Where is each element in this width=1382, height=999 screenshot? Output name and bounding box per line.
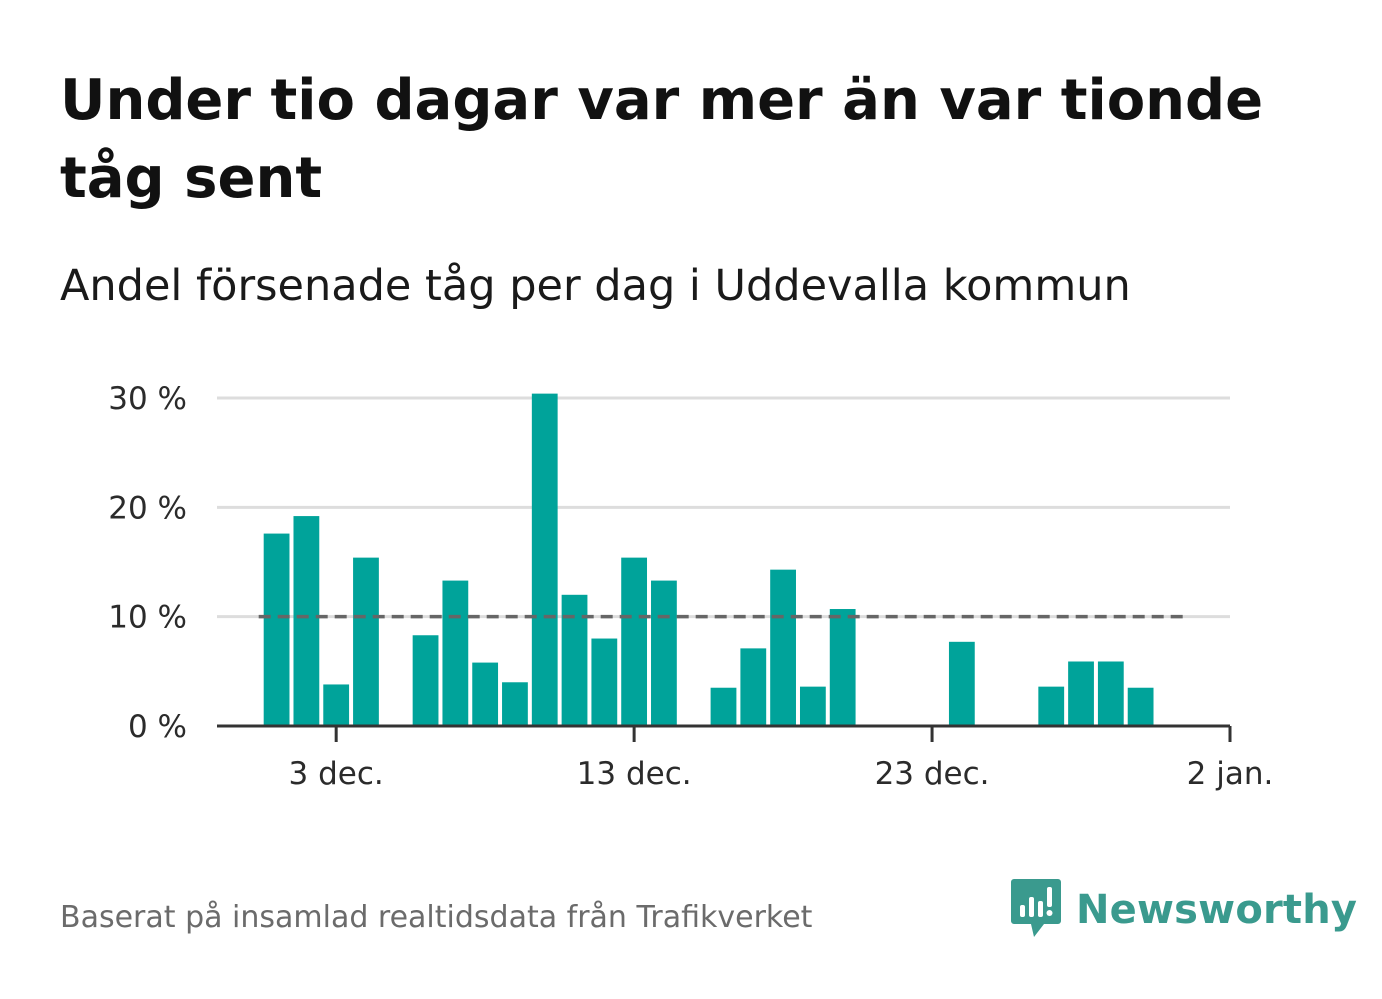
bar (1038, 686, 1065, 726)
x-tick-label: 23 dec. (875, 756, 990, 792)
bar (263, 533, 290, 726)
bar (1097, 661, 1124, 726)
x-axis: 3 dec. 13 dec. 23 dec. 2 jan. (217, 724, 1274, 792)
bar (651, 580, 677, 726)
bar (948, 641, 975, 726)
bar (1127, 687, 1154, 726)
bar (1068, 661, 1094, 726)
bar (323, 684, 350, 726)
bar (561, 594, 588, 726)
newsworthy-logo-icon (1010, 877, 1062, 943)
bar (472, 662, 499, 726)
brand-logo[interactable]: Newsworthy (1010, 878, 1357, 942)
bar (621, 557, 648, 726)
bar (710, 687, 737, 726)
chart-title: Under tio dagar var mer än var tionde tå… (60, 68, 1264, 211)
chart-subtitle: Andel försenade tåg per dag i Uddevalla … (60, 261, 1131, 311)
y-tick-label: 0 % (128, 709, 187, 745)
bar (799, 686, 826, 726)
y-tick-label: 10 % (108, 600, 187, 636)
bar (531, 393, 558, 726)
bar (412, 635, 439, 726)
bar (740, 648, 767, 726)
bar (353, 557, 379, 726)
bars (263, 393, 1154, 726)
bar (591, 638, 618, 726)
bar (829, 609, 856, 726)
y-tick-label: 30 % (108, 381, 187, 417)
bar (293, 516, 320, 726)
x-tick-label: 13 dec. (577, 756, 692, 792)
bar (502, 682, 528, 726)
y-axis-ticks: 0 % 10 % 20 % 30 % (108, 381, 187, 745)
bar (442, 580, 469, 726)
x-tick-label: 3 dec. (289, 756, 384, 792)
brand-name: Newsworthy (1076, 887, 1358, 933)
y-tick-label: 20 % (108, 490, 187, 526)
bar (770, 569, 796, 726)
x-tick-label: 2 jan. (1187, 756, 1274, 792)
source-note: Baserat på insamlad realtidsdata från Tr… (60, 900, 813, 935)
